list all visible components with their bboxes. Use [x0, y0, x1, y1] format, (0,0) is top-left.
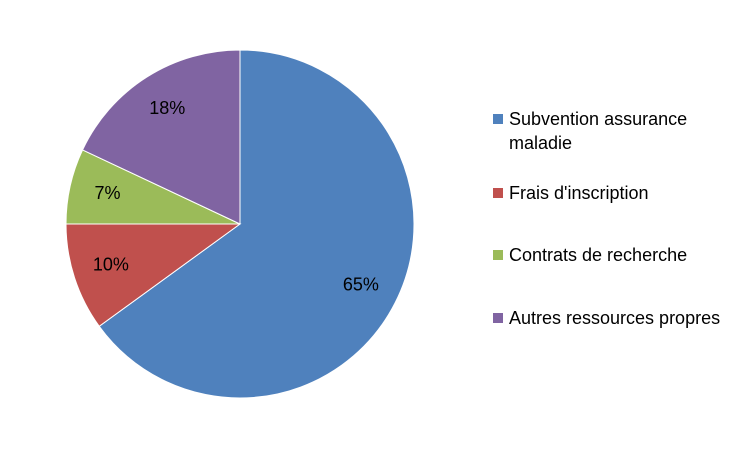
- data-label: 10%: [93, 255, 129, 275]
- pie-slice: [81, 49, 241, 225]
- legend-swatch: [493, 313, 503, 323]
- legend-label: Subvention assurance maladie: [509, 109, 688, 153]
- legend-item: Autres ressources propres: [493, 306, 733, 330]
- legend-swatch: [493, 250, 503, 260]
- legend-item: Frais d'inscription: [493, 181, 733, 205]
- legend-swatch: [493, 188, 503, 198]
- data-label: 7%: [95, 183, 121, 203]
- legend-swatch: [493, 114, 503, 124]
- legend-item: Subvention assurance maladie: [493, 107, 733, 155]
- data-label: 18%: [149, 98, 185, 118]
- legend-label: Autres ressources propres: [509, 308, 721, 328]
- legend-label: Contrats de recherche: [509, 245, 688, 265]
- pie-slice: [65, 223, 242, 327]
- legend-label: Frais d'inscription: [509, 183, 649, 203]
- data-label: 65%: [343, 274, 379, 294]
- legend-item: Contrats de recherche: [493, 243, 733, 267]
- pie-slice: [98, 49, 415, 399]
